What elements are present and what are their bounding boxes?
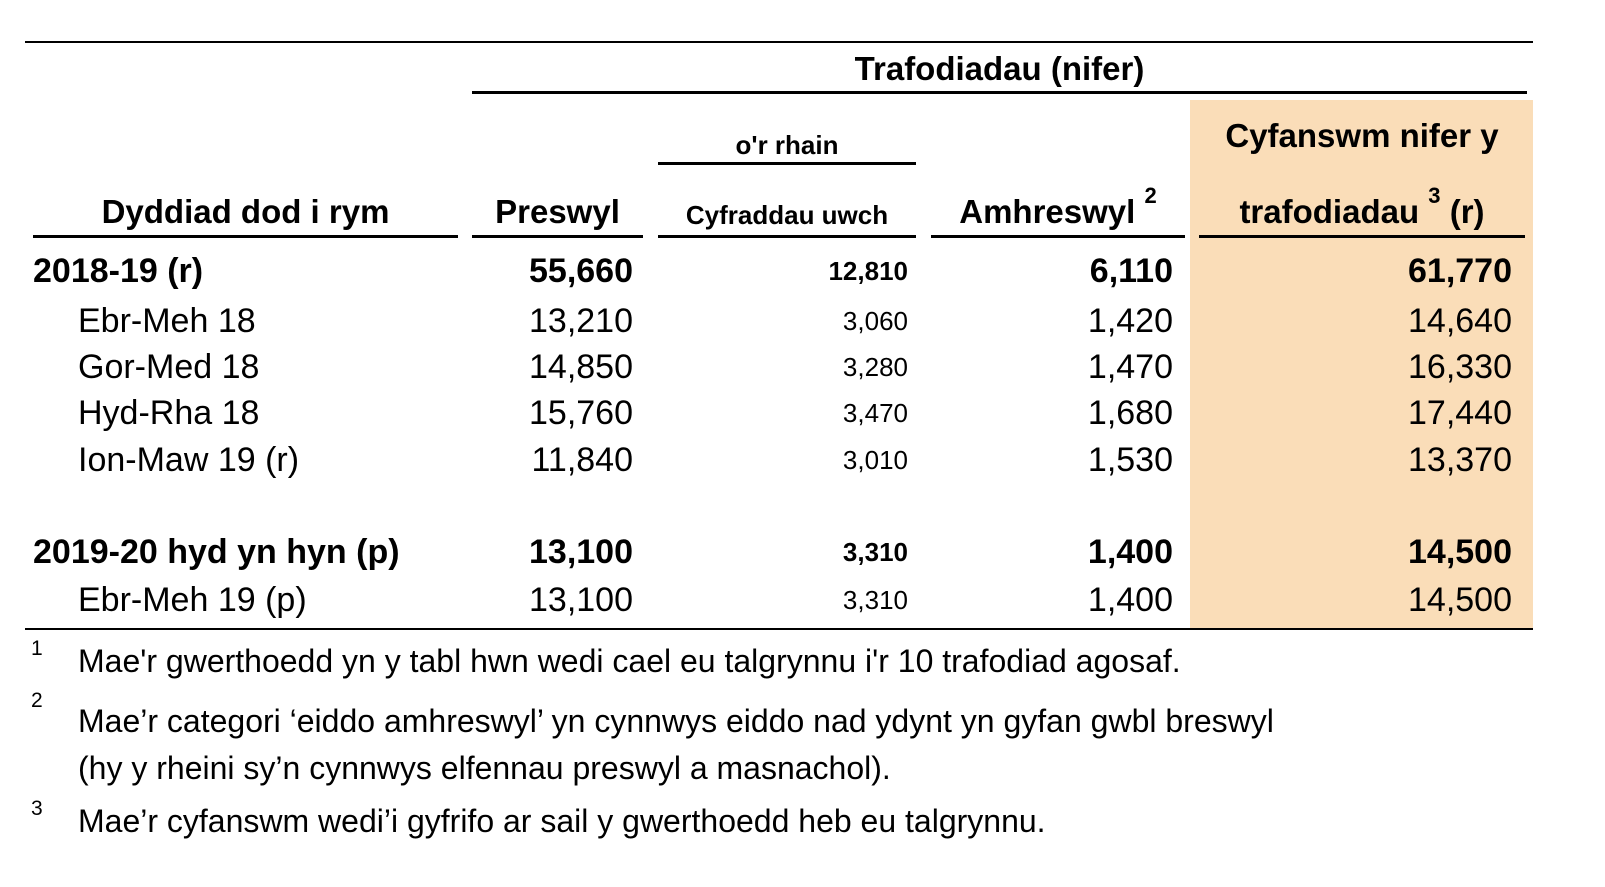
total-value: 16,330 <box>1408 348 1512 386</box>
row-label: Ebr-Meh 19 (p) <box>78 581 307 619</box>
residential-header: Preswyl <box>495 193 620 230</box>
residential-value: 55,660 <box>529 252 633 290</box>
footnote-text: Mae'r gwerthoedd yn y tabl hwn wedi cael… <box>78 643 1181 679</box>
higher-rates-value: 3,310 <box>842 585 908 615</box>
header-rule <box>472 235 643 238</box>
total-value: 14,500 <box>1408 581 1512 619</box>
footnote-text: (hy y rheini sy’n cynnwys elfennau presw… <box>78 750 891 786</box>
nonresidential-value: 1,400 <box>1087 581 1173 619</box>
header-rule <box>931 235 1185 238</box>
nonresidential-value: 1,470 <box>1087 348 1173 386</box>
nonresidential-header: Amhreswyl 2 <box>959 183 1157 230</box>
higher-rates-value: 3,010 <box>842 445 908 475</box>
higher-rates-value: 3,060 <box>842 306 908 336</box>
total-header-line1: Cyfanswm nifer y <box>1225 117 1499 154</box>
higher-rates-value: 3,470 <box>842 398 908 428</box>
footnote-ref-3: 3 <box>1428 183 1441 208</box>
residential-value: 11,840 <box>531 441 633 479</box>
residential-value: 13,100 <box>529 581 633 619</box>
table-row: 2019-20 hyd yn hyn (p) 13,100 3,310 1,400 14… <box>0 529 1605 575</box>
footnote-number: 3 <box>31 797 43 820</box>
total-value: 14,500 <box>1408 533 1512 571</box>
subgroup-rule <box>658 162 916 165</box>
header-rule <box>658 235 916 238</box>
bottom-rule <box>25 628 1533 630</box>
row-label: 2018-19 (r) <box>33 252 204 290</box>
table-row: Ebr-Meh 19 (p) 13,100 3,310 1,400 14,500 <box>0 577 1605 623</box>
nonresidential-value: 6,110 <box>1089 252 1173 290</box>
group-rule <box>472 91 1527 94</box>
footnote-text: Mae’r cyfanswm wedi’i gyfrifo ar sail y … <box>78 803 1046 839</box>
nonresidential-value: 1,420 <box>1087 302 1173 340</box>
table-row: Hyd-Rha 18 15,760 3,470 1,680 17,440 <box>0 390 1605 436</box>
nonresidential-value: 1,530 <box>1087 441 1173 479</box>
higher-rates-header: Cyfraddau uwch <box>685 200 889 230</box>
total-column-highlight <box>1190 100 1533 629</box>
footnote-number: 2 <box>31 689 43 712</box>
residential-value: 14,850 <box>529 348 633 386</box>
table-row: Ebr-Meh 18 13,210 3,060 1,420 14,640 <box>0 298 1605 344</box>
residential-value: 13,100 <box>529 533 633 571</box>
higher-rates-value: 3,310 <box>842 537 908 567</box>
total-value: 61,770 <box>1408 252 1512 290</box>
nonresidential-value: 1,400 <box>1087 533 1173 571</box>
table-row: Ion-Maw 19 (r) 11,840 3,010 1,530 13,370 <box>0 437 1605 483</box>
top-rule <box>25 41 1533 43</box>
row-label: Hyd-Rha 18 <box>78 394 260 432</box>
higher-rates-value: 12,810 <box>828 256 908 286</box>
row-label: 2019-20 hyd yn hyn (p) <box>33 533 400 571</box>
header-rule <box>33 235 458 238</box>
footnote-ref-2: 2 <box>1144 183 1157 208</box>
header-rule <box>1199 235 1525 238</box>
footnote-number: 1 <box>31 637 43 660</box>
total-value: 17,440 <box>1408 394 1512 432</box>
footnote-text: Mae’r categori ‘eiddo amhreswyl’ yn cynn… <box>78 703 1274 739</box>
table-row: Gor-Med 18 14,850 3,280 1,470 16,330 <box>0 344 1605 390</box>
nonresidential-value: 1,680 <box>1087 394 1173 432</box>
group-title: Trafodiadau (nifer) <box>854 50 1145 87</box>
row-label: Gor-Med 18 <box>78 348 260 386</box>
residential-value: 15,760 <box>529 394 633 432</box>
row-label: Ion-Maw 19 (r) <box>78 441 300 479</box>
date-header: Dyddiad dod i rym <box>101 193 390 230</box>
higher-rates-value: 3,280 <box>842 352 908 382</box>
table-row: 2018-19 (r) 55,660 12,810 6,110 61,770 <box>0 248 1605 294</box>
residential-value: 13,210 <box>529 302 633 340</box>
subgroup-label: o'r rhain <box>735 130 839 160</box>
total-value: 14,640 <box>1408 302 1512 340</box>
total-value: 13,370 <box>1408 441 1512 479</box>
row-label: Ebr-Meh 18 <box>78 302 256 340</box>
total-header-line2: trafodiadau 3 (r) <box>1239 183 1485 230</box>
